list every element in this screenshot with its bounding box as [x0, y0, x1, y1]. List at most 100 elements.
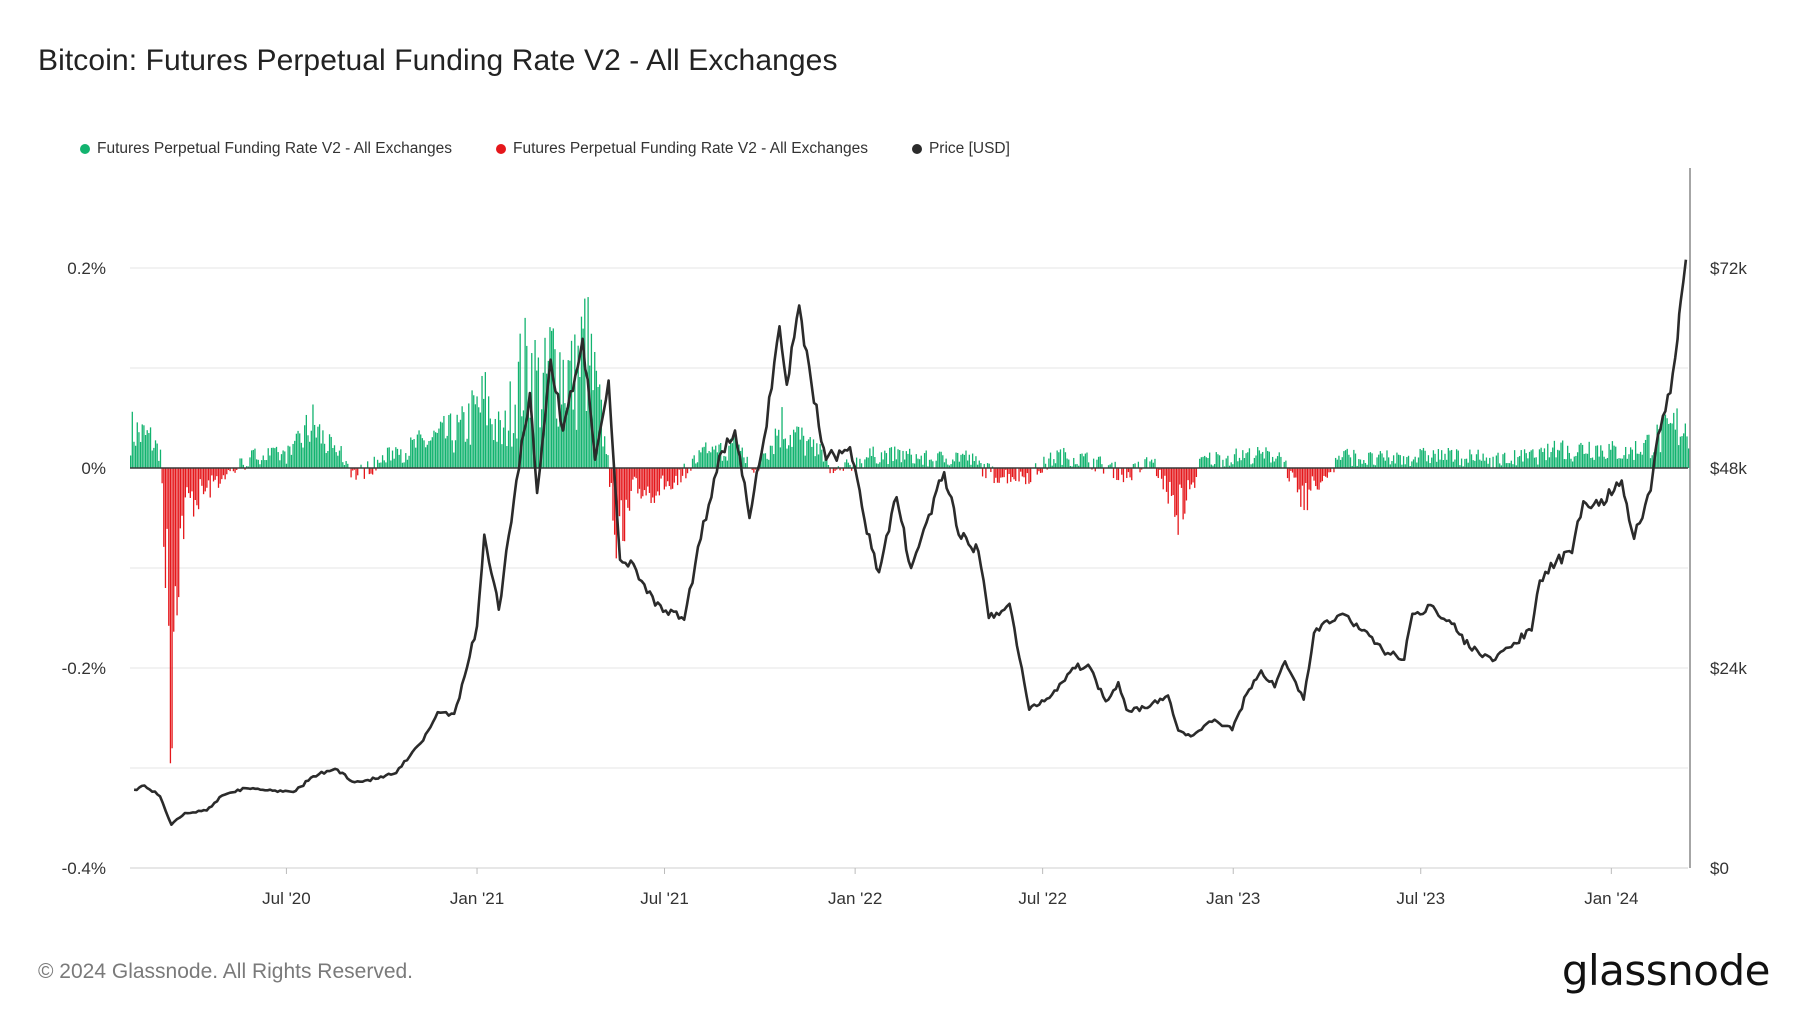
funding-bar-positive [1467, 462, 1469, 468]
funding-bar-positive [1353, 449, 1355, 468]
funding-bar-positive [255, 459, 258, 468]
funding-bar-positive [1056, 450, 1058, 468]
funding-bar-positive [420, 434, 422, 468]
funding-bar-positive [1615, 446, 1617, 468]
funding-bar-positive [1457, 450, 1459, 468]
funding-bar-positive [517, 361, 520, 468]
funding-bar-negative [1000, 468, 1002, 478]
funding-bar-negative [637, 468, 639, 494]
funding-bar-positive [270, 447, 273, 468]
funding-bar-positive [403, 462, 405, 468]
funding-bar-positive [1633, 459, 1635, 468]
funding-bar-positive [715, 445, 717, 468]
funding-bar-positive [1381, 453, 1383, 468]
funding-bar-positive [1391, 461, 1393, 468]
funding-bar-positive [1034, 463, 1037, 468]
funding-bar-positive [406, 459, 409, 468]
funding-bar-positive [1532, 449, 1534, 468]
funding-bar-positive [1464, 458, 1466, 468]
funding-bar-positive [1417, 457, 1420, 468]
funding-bar-positive [1477, 449, 1479, 468]
funding-bar-positive [483, 398, 485, 468]
funding-bar-positive [1232, 464, 1234, 468]
funding-bar-positive [1078, 465, 1080, 468]
funding-bar-positive [960, 454, 962, 468]
funding-bar-positive [1252, 463, 1254, 468]
funding-bar-positive [1537, 464, 1539, 468]
funding-bar-positive [1540, 447, 1542, 468]
funding-bar-positive [1465, 458, 1468, 468]
funding-bar-positive [1379, 451, 1382, 468]
funding-bar-positive [390, 460, 392, 468]
funding-bar-negative [179, 468, 182, 529]
funding-bar-negative [648, 468, 651, 493]
funding-bar-positive [1673, 412, 1675, 468]
funding-bar-negative [612, 468, 614, 521]
funding-bar-positive [788, 445, 790, 468]
funding-bar-positive [313, 424, 316, 468]
funding-bar-positive [264, 460, 266, 468]
funding-bar-positive [1625, 446, 1627, 468]
funding-bar-positive [1535, 457, 1537, 468]
funding-bar-positive [1583, 453, 1585, 468]
funding-bar-positive [1368, 452, 1370, 468]
funding-bar-positive [1404, 464, 1406, 468]
funding-bar-positive [1049, 452, 1052, 468]
funding-bar-positive [526, 345, 528, 468]
funding-bar-positive [693, 455, 695, 468]
funding-bar-positive [1207, 458, 1209, 468]
funding-bar-negative [609, 468, 611, 487]
funding-bar-positive [332, 447, 334, 468]
funding-bar-positive [1588, 441, 1590, 468]
funding-bar-positive [446, 435, 448, 468]
funding-bar-positive [900, 462, 903, 468]
funding-bar-positive [492, 440, 495, 468]
funding-bar-positive [821, 449, 823, 468]
funding-bar-positive [1092, 458, 1095, 468]
legend-item-funding-positive[interactable]: Futures Perpetual Funding Rate V2 - All … [80, 140, 452, 158]
funding-bar-negative [169, 468, 172, 764]
funding-bar-positive [1225, 458, 1227, 468]
funding-bar-positive [481, 375, 483, 468]
funding-bar-positive [736, 444, 738, 468]
x-tick-label: Jan '21 [450, 889, 504, 908]
funding-bar-positive [1573, 456, 1575, 468]
funding-bar-positive [1452, 461, 1454, 468]
funding-bar-positive [1447, 448, 1449, 468]
funding-bar-positive [323, 443, 326, 468]
funding-bar-negative [1005, 468, 1007, 470]
funding-bar-positive [1054, 463, 1057, 468]
funding-bar-negative [1013, 468, 1015, 480]
legend-item-funding-negative[interactable]: Futures Perpetual Funding Rate V2 - All … [495, 140, 868, 158]
funding-bar-positive [509, 381, 511, 468]
funding-bar-positive [1262, 451, 1264, 468]
funding-bar-positive [1253, 457, 1256, 468]
funding-bar-negative [1127, 468, 1130, 473]
funding-bar-positive [1348, 454, 1350, 468]
funding-bar-positive [458, 422, 460, 468]
funding-bar-positive [955, 452, 957, 468]
funding-bar-positive [986, 463, 989, 468]
funding-bar-negative [1159, 468, 1161, 470]
right-tick-label: $0 [1710, 859, 1729, 878]
funding-bar-negative [628, 468, 631, 511]
funding-bar-negative [1192, 468, 1194, 483]
funding-bar-negative [643, 468, 646, 491]
funding-bar-positive [1658, 429, 1660, 468]
funding-bar-positive [905, 451, 907, 468]
funding-bar-positive [1613, 445, 1615, 468]
funding-bar-positive [1429, 463, 1431, 468]
funding-bar-positive [695, 463, 697, 468]
funding-bar-positive [1061, 464, 1063, 468]
funding-bar-positive [812, 439, 815, 468]
funding-bar-positive [771, 445, 773, 468]
funding-bar-negative [1018, 468, 1020, 482]
funding-bar-positive [1218, 455, 1221, 468]
legend-item-price[interactable]: Price [USD] [911, 140, 1010, 158]
funding-bar-negative [686, 468, 689, 474]
funding-bar-negative [1029, 468, 1032, 483]
funding-bar-positive [542, 372, 545, 468]
funding-bar-positive [478, 407, 480, 468]
funding-bar-positive [1388, 457, 1390, 468]
